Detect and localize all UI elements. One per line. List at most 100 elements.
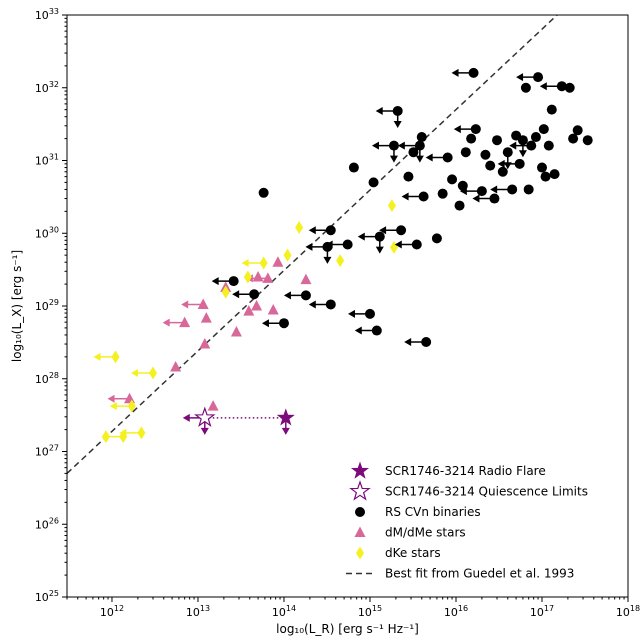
dke-stars-point [111,350,120,364]
rs-cvn-binaries-point [517,135,528,146]
legend-item: RS CVn binaries [355,505,481,519]
rs-cvn-binaries-point [392,105,403,116]
dm-dme-stars-point [170,361,182,372]
rs-cvn-binaries-point [468,67,479,78]
rs-cvn-binaries-point [476,186,487,197]
dm-dme-stars-point [262,272,274,283]
legend-label: Best fit from Guedel et al. 1993 [385,567,574,581]
rs-cvn-binaries-point [411,239,422,250]
legend-label: SCR1746-3214 Quiescence Limits [385,485,588,499]
rs-cvn-binaries-point [374,231,385,242]
y-tick-label: 1029 [35,298,59,313]
rs-cvn-binaries-point [556,81,567,92]
series-scr1746-3214-radio-flare [276,408,295,435]
legend-item: SCR1746-3214 Radio Flare [350,461,546,479]
rs-cvn-binaries-point [530,132,541,143]
plot-area [67,15,593,474]
series-scr1746-3214-quiescence-limits [182,406,216,435]
rs-cvn-binaries-point [533,72,544,83]
x-tick-label: 1014 [272,604,296,619]
rs-cvn-binaries-point [489,193,500,204]
y-tick-label: 1031 [35,153,59,168]
rs-cvn-binaries-point [408,147,419,158]
dm-dme-stars-point [230,325,242,337]
rs-cvn-binaries-point [492,135,503,146]
x-tick-label: 1017 [530,604,554,619]
dm-dme-stars-point [197,298,209,309]
dm-dme-stars-point [199,338,211,349]
x-axis-label: log₁₀(L_R) [erg s⁻¹ Hz⁻¹] [276,622,419,636]
rs-cvn-binaries-point [431,233,442,244]
legend-label: SCR1746-3214 Radio Flare [385,464,546,478]
rs-cvn-binaries-point [538,124,549,135]
rs-cvn-binaries-point [396,225,407,236]
dke-stars-point [149,366,158,380]
rs-cvn-binaries-point [447,174,458,185]
rs-cvn-binaries-point [582,135,593,146]
rs-cvn-binaries-point [278,318,289,329]
series-dm-dme-stars [107,256,312,411]
rs-cvn-binaries-point [507,184,518,195]
rs-cvn-binaries-point [342,239,353,250]
legend-item: dM/dMe stars [354,526,466,540]
dke-stars-point [221,285,230,299]
rs-cvn-binaries-point [536,162,547,173]
dke-stars-point [283,248,292,262]
rs-cvn-binaries-point [437,188,448,199]
rs-cvn-binaries-point [421,337,432,348]
legend-label: dKe stars [385,546,441,560]
rs-cvn-binaries-point [364,308,375,319]
rs-cvn-binaries-point [418,191,429,202]
y-tick-label: 1033 [35,7,59,22]
dm-dme-stars-point [207,400,219,411]
rs-cvn-binaries-point [403,171,414,182]
rs-cvn-binaries-point [485,160,496,171]
dke-stars-point [127,399,136,413]
dm-dme-stars-point [267,304,279,315]
dm-dme-stars-point [300,273,312,285]
legend-swatch [350,461,370,479]
rs-cvn-binaries-point [442,152,453,163]
legend-item: SCR1746-3214 Quiescence Limits [349,480,588,501]
legend: SCR1746-3214 Radio Flare SCR1746-3214 Qui… [346,461,588,581]
rs-cvn-binaries-point [325,225,336,236]
rs-cvn-binaries-point [502,147,513,158]
rs-cvn-binaries-point [371,325,382,336]
rs-cvn-binaries-point [368,177,379,188]
dke-stars-point [336,254,345,268]
rs-cvn-binaries-point [523,184,534,195]
axes: 1012 1013 1014 1015 1016 1017 1018 1025 1026 1027… [10,7,640,636]
rs-cvn-binaries-point [460,147,471,158]
legend-swatch [349,480,371,501]
dke-stars-point [137,426,146,440]
dm-dme-stars-point [272,256,284,267]
legend-label: RS CVn binaries [385,505,481,519]
y-tick-label: 1025 [35,589,59,604]
legend-swatch [356,546,364,560]
rs-cvn-binaries-point [520,82,531,93]
y-tick-label: 1032 [35,80,59,95]
rs-cvn-binaries-point [325,299,336,310]
x-tick-label: 1016 [444,604,468,619]
legend-label: dM/dMe stars [385,526,466,540]
y-tick-label: 1026 [35,516,59,531]
rs-cvn-binaries-point [416,132,427,143]
rs-cvn-binaries-point [249,289,260,300]
dm-dme-stars-point [179,316,191,328]
y-tick-label: 1027 [35,444,59,459]
rs-cvn-binaries-point [572,125,583,136]
rs-cvn-binaries-point [564,82,575,93]
legend-item: dKe stars [356,546,441,560]
y-axis-label: log₁₀(L_X) [erg s⁻¹] [10,250,24,362]
rs-cvn-binaries-point [258,187,269,198]
x-tick-label: 1013 [186,604,210,619]
rs-cvn-binaries-point [228,276,239,287]
rs-cvn-binaries-point [466,133,477,144]
rs-cvn-binaries-point [526,140,537,151]
rs-cvn-binaries-point [348,162,359,173]
scr1746-3214-quiescence-limits-point [194,406,216,428]
dke-stars-point [243,270,252,284]
rs-cvn-binaries-point [546,104,557,115]
